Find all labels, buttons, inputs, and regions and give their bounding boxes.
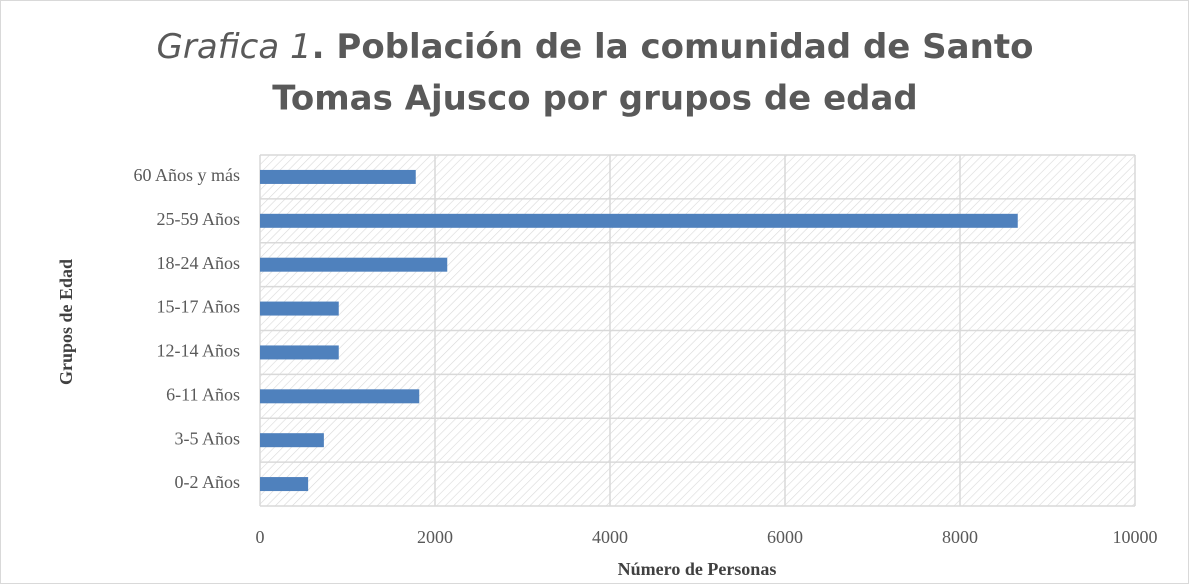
x-axis-title: Número de Personas xyxy=(618,559,777,579)
bar xyxy=(260,213,1018,228)
bar xyxy=(260,301,339,316)
x-tick-label: 2000 xyxy=(417,527,453,547)
bar xyxy=(260,433,324,448)
x-tick-label: 10000 xyxy=(1113,527,1158,547)
x-tick-label: 4000 xyxy=(592,527,628,547)
y-tick-label: 6-11 Años xyxy=(166,384,240,404)
x-tick-label: 0 xyxy=(256,527,265,547)
title-line-2: Tomas Ajusco por grupos de edad xyxy=(272,79,918,119)
title-prefix: Grafica 1 xyxy=(157,27,312,67)
y-tick-label: 60 Años y más xyxy=(133,165,240,185)
y-tick-label: 12-14 Años xyxy=(156,341,240,361)
y-tick-label: 0-2 Años xyxy=(174,472,240,492)
title-line-1: . Población de la comunidad de Santo xyxy=(312,27,1034,67)
y-tick-label: 25-59 Años xyxy=(156,209,240,229)
y-tick-label: 15-17 Años xyxy=(156,297,240,317)
y-axis-title: Grupos de Edad xyxy=(56,259,76,385)
bar xyxy=(260,257,448,272)
x-tick-label: 8000 xyxy=(942,527,978,547)
x-tick-label: 6000 xyxy=(767,527,803,547)
y-tick-label: 3-5 Años xyxy=(174,428,240,448)
bar xyxy=(260,389,420,404)
bar xyxy=(260,477,309,492)
y-tick-label: 18-24 Años xyxy=(156,253,240,273)
bar xyxy=(260,169,416,184)
chart-title: Grafica 1. Población de la comunidad de … xyxy=(157,27,1034,67)
bar xyxy=(260,345,339,360)
